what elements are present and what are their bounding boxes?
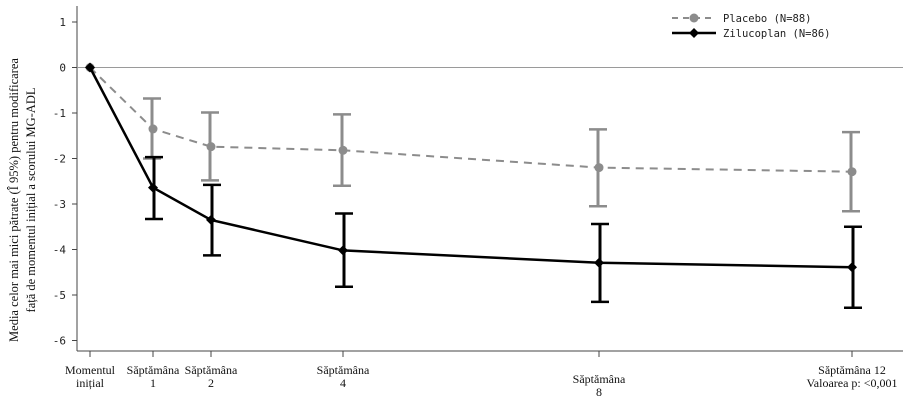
y-axis-label: Media celor mai mici pătrate (Î 95%) pen… — [7, 58, 38, 342]
x-tick-label: 8 — [596, 385, 602, 399]
axes: 10-1-2-3-4-5-6MomentulinițialSăptămâna1S… — [53, 6, 903, 399]
series-zilucoplan — [85, 62, 862, 309]
x-tick-label: Momentul — [65, 363, 116, 377]
y-tick-label: -5 — [53, 289, 66, 302]
y-axis-label-line-1: Media celor mai mici pătrate (Î 95%) pen… — [7, 58, 21, 342]
legend-marker — [689, 28, 699, 38]
legend-item: Zilucoplan (N=86) — [672, 28, 830, 40]
data-point — [338, 245, 348, 256]
legend-item: Placebo (N=88) — [672, 13, 812, 25]
series-line — [89, 66, 853, 173]
x-tick-label: Săptămâna — [127, 363, 180, 377]
data-point — [847, 167, 857, 177]
y-tick-label: -4 — [53, 244, 67, 257]
x-tick-label: Valoarea p: <0,001 — [806, 376, 897, 390]
data-point — [594, 257, 604, 268]
series-placebo — [85, 63, 860, 213]
series-layer — [85, 62, 862, 309]
y-tick-label: -1 — [53, 107, 66, 120]
data-point — [148, 182, 158, 193]
x-tick-label: Săptămâna 12 — [818, 363, 886, 377]
y-tick-label: -2 — [53, 153, 66, 166]
x-tick-label: Săptămâna — [573, 372, 626, 386]
legend: Placebo (N=88) Zilucoplan (N=86) — [672, 13, 830, 40]
data-point — [206, 142, 216, 152]
y-tick-label: -6 — [53, 335, 66, 348]
y-tick-label: -3 — [53, 198, 66, 211]
y-tick-label: 1 — [59, 16, 66, 29]
legend-marker — [689, 13, 699, 23]
data-point — [85, 62, 95, 73]
x-tick-label: inițial — [76, 376, 105, 390]
y-tick-label: 0 — [59, 62, 66, 75]
x-tick-label: 2 — [208, 376, 214, 390]
x-tick-label: 4 — [340, 376, 346, 390]
data-point — [338, 145, 348, 155]
x-tick-label: Săptămâna — [185, 363, 238, 377]
legend-label: Zilucoplan (N=86) — [723, 28, 830, 40]
legend-label: Placebo (N=88) — [723, 13, 812, 25]
data-point — [847, 262, 857, 273]
data-point — [148, 124, 158, 134]
data-point — [206, 214, 216, 225]
data-point — [594, 163, 604, 173]
y-axis-label-line-2: față de momentul inițial a scorului MG-A… — [24, 88, 38, 313]
series-line — [88, 66, 853, 269]
x-tick-label: Săptămâna — [317, 363, 370, 377]
x-tick-label: 1 — [150, 376, 156, 390]
